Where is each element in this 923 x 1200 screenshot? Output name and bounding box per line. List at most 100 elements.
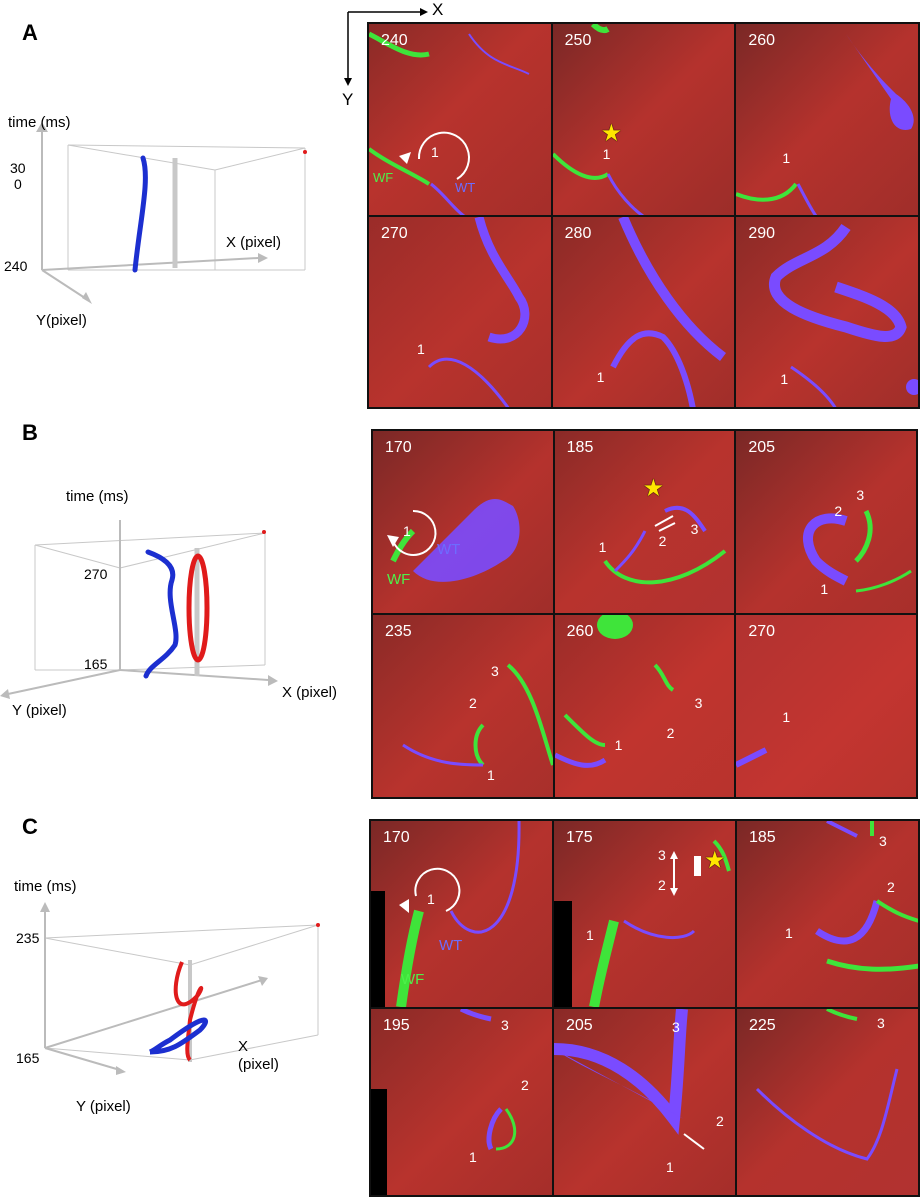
phase-singularity-label: 3 bbox=[879, 833, 887, 849]
panel-a-frames: 240 1 WF WT 250 ★ 1 260 1 270 1 bbox=[367, 22, 920, 409]
frame-time-label: 250 bbox=[564, 32, 592, 49]
frame-b-235: 235 1 2 3 bbox=[373, 615, 553, 797]
phase-singularity-label: 2 bbox=[658, 533, 667, 549]
phase-singularity-label: 3 bbox=[690, 521, 699, 537]
phase-singularity-label: 2 bbox=[521, 1077, 529, 1093]
frame-b-185: 185 ★ 1 2 3 bbox=[554, 431, 735, 613]
phase-singularity-label: 1 bbox=[431, 144, 439, 160]
frame-time-label: 270 bbox=[381, 224, 408, 242]
phase-singularity-label: 3 bbox=[694, 695, 703, 711]
frame-c-175: 175 ★ 1 2 3 bbox=[554, 821, 735, 1007]
time-bottom-tick: 165 bbox=[16, 1050, 40, 1066]
frame-c-170: 170 1 WF WT bbox=[371, 821, 552, 1007]
frame-time-label: 170 bbox=[385, 439, 412, 456]
phase-singularity-label: 2 bbox=[716, 1113, 724, 1129]
frame-c-225: 225 3 bbox=[737, 1009, 918, 1195]
frame-b-260: 260 1 2 3 bbox=[554, 615, 735, 797]
wave-front-label: WF bbox=[401, 971, 425, 988]
wave-tail-label: WT bbox=[437, 541, 461, 558]
y-axis-label: Y (pixel) bbox=[12, 702, 67, 719]
frame-c-195: 195 1 2 3 bbox=[371, 1009, 552, 1195]
frame-time-label: 170 bbox=[383, 829, 410, 846]
star-icon: ★ bbox=[642, 475, 665, 502]
frame-time-label: 185 bbox=[749, 829, 776, 846]
frame-c-185: 185 1 2 3 bbox=[737, 821, 918, 1007]
frame-time-label: 260 bbox=[566, 623, 594, 640]
x-axis-label: X bbox=[238, 1038, 249, 1055]
phase-singularity-label: 1 bbox=[469, 1149, 477, 1165]
axis-key-x: X bbox=[432, 0, 444, 19]
star-icon: ★ bbox=[704, 847, 726, 874]
frame-time-label: 185 bbox=[566, 439, 594, 456]
frame-b-270: 270 1 bbox=[736, 615, 916, 797]
frame-time-label: 225 bbox=[749, 1017, 776, 1034]
panel-a-filament-box bbox=[36, 122, 307, 304]
phase-singularity-label: 3 bbox=[501, 1017, 509, 1033]
frame-time-label: 290 bbox=[748, 224, 776, 242]
phase-singularity-label: 3 bbox=[658, 847, 666, 863]
star-icon: ★ bbox=[600, 120, 623, 147]
frame-time-label: 175 bbox=[566, 829, 593, 846]
panel-letter-c: C bbox=[22, 814, 38, 839]
frame-time-label: 235 bbox=[385, 623, 412, 640]
panel-b-filament-box bbox=[0, 520, 278, 699]
frame-time-label: 205 bbox=[748, 439, 776, 456]
phase-singularity-label: 3 bbox=[877, 1015, 885, 1031]
frame-time-label: 240 bbox=[381, 32, 408, 49]
phase-singularity-label: 3 bbox=[491, 663, 499, 679]
panel-b-frames: 170 1 WT WF 185 ★ 1 2 3 205 1 2 3 bbox=[371, 429, 918, 799]
frame-a-250: 250 ★ 1 bbox=[552, 24, 735, 215]
time-bottom-tick: 165 bbox=[84, 656, 108, 672]
time-axis-label: time (ms) bbox=[8, 114, 71, 131]
phase-singularity-label: 2 bbox=[834, 503, 843, 519]
time-bottom-tick: 240 bbox=[4, 258, 28, 274]
wave-front-label: WF bbox=[387, 571, 411, 588]
time-axis-label: time (ms) bbox=[14, 878, 77, 895]
phase-singularity-label: 1 bbox=[782, 709, 791, 725]
phase-singularity-label: 1 bbox=[417, 340, 425, 357]
phase-singularity-label: 2 bbox=[666, 725, 675, 741]
time-top-tick: 235 bbox=[16, 930, 40, 946]
frame-time-label: 280 bbox=[564, 224, 592, 242]
phase-singularity-label: 2 bbox=[658, 877, 666, 893]
phase-singularity-label: 1 bbox=[614, 737, 623, 753]
time-axis-label: time (ms) bbox=[66, 488, 129, 505]
phase-singularity-label: 1 bbox=[820, 581, 829, 597]
frame-a-270: 270 1 bbox=[369, 216, 551, 407]
phase-singularity-label: 2 bbox=[887, 879, 895, 895]
frame-time-label: 260 bbox=[748, 32, 776, 49]
phase-singularity-label: 1 bbox=[596, 368, 605, 385]
phase-singularity-label: 1 bbox=[487, 767, 495, 783]
frame-time-label: 205 bbox=[566, 1017, 593, 1034]
phase-singularity-label: 1 bbox=[602, 146, 611, 162]
y-axis-label: Y (pixel) bbox=[76, 1098, 131, 1115]
time-top-tick-2: 0 bbox=[14, 176, 22, 192]
frame-time-label: 195 bbox=[383, 1017, 410, 1034]
axis-key-y: Y bbox=[342, 90, 354, 109]
frame-time-label: 270 bbox=[748, 623, 776, 640]
frame-c-205: 205 1 2 3 bbox=[554, 1009, 735, 1195]
y-axis-label: Y(pixel) bbox=[36, 312, 87, 329]
phase-singularity-label: 2 bbox=[469, 695, 477, 711]
wave-tail-label: WT bbox=[455, 180, 476, 195]
phase-singularity-label: 3 bbox=[672, 1019, 680, 1035]
x-axis-label: X (pixel) bbox=[226, 234, 282, 251]
wave-tail-label: WT bbox=[439, 937, 463, 954]
phase-singularity-label: 1 bbox=[780, 370, 789, 387]
axes-key-arrows bbox=[344, 8, 428, 86]
frame-b-205: 205 1 2 3 bbox=[736, 431, 916, 613]
x-axis-label: X (pixel) bbox=[282, 684, 338, 701]
panel-letter-b: B bbox=[22, 420, 38, 445]
phase-singularity-label: 1 bbox=[427, 891, 435, 907]
phase-singularity-label: 3 bbox=[856, 487, 865, 503]
frame-a-240: 240 1 WF WT bbox=[369, 24, 551, 215]
panel-c-frames: 170 1 WF WT 175 ★ 1 2 3 185 1 2 bbox=[369, 819, 920, 1197]
phase-singularity-label: 1 bbox=[785, 925, 793, 941]
phase-singularity-label: 1 bbox=[782, 150, 791, 166]
x-axis-label-2: (pixel) bbox=[238, 1056, 279, 1073]
phase-singularity-label: 1 bbox=[586, 927, 594, 943]
frame-a-260: 260 1 bbox=[736, 24, 918, 215]
panel-c-filament-box bbox=[40, 902, 320, 1075]
time-top-tick: 30 bbox=[10, 160, 26, 176]
frame-a-280: 280 1 bbox=[552, 216, 735, 407]
